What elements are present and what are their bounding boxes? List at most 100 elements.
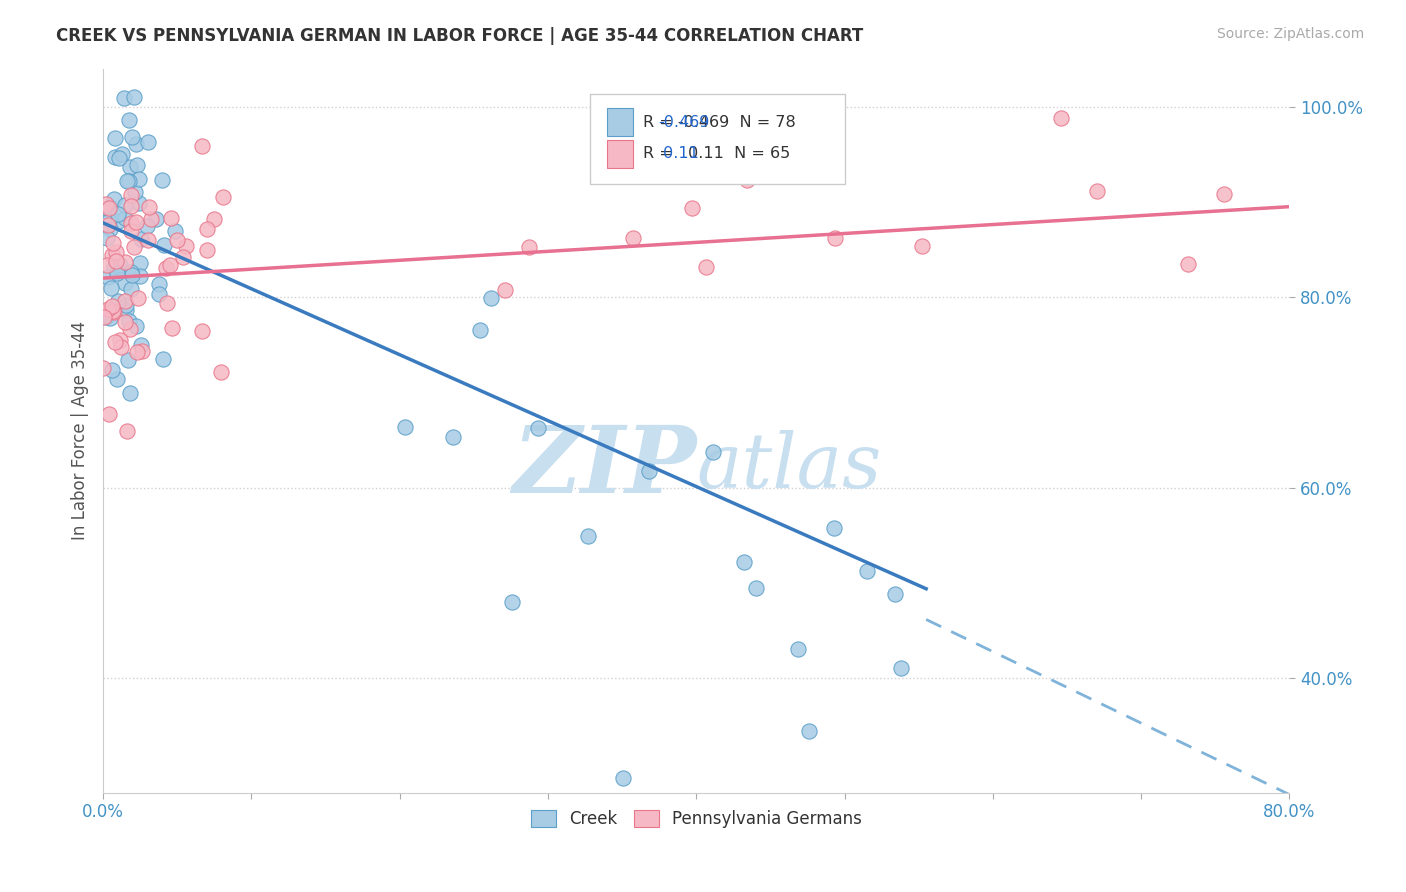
Point (823, 521, 845, 535)
Point (120, 265, 142, 279)
Point (118, 174, 141, 188)
Point (1050, 112, 1073, 126)
Point (115, 302, 138, 317)
Point (797, 723, 820, 738)
Point (501, 595, 523, 609)
Point (114, 315, 136, 329)
Point (156, 296, 179, 310)
Point (101, 304, 124, 318)
Point (883, 587, 905, 601)
Point (1213, 186, 1236, 201)
Point (120, 187, 142, 202)
Point (114, 211, 136, 225)
Point (115, 424, 138, 438)
Point (494, 283, 516, 297)
Point (108, 258, 131, 272)
Point (101, 363, 124, 377)
Point (673, 165, 696, 179)
Point (527, 420, 550, 434)
Point (107, 213, 129, 227)
Point (120, 282, 142, 296)
Point (110, 147, 132, 161)
Point (159, 211, 181, 226)
Point (1085, 184, 1108, 198)
Point (160, 321, 183, 335)
Point (105, 266, 128, 280)
Point (100, 200, 122, 214)
Point (98, 214, 121, 228)
Point (121, 129, 143, 144)
Point (191, 139, 214, 153)
Point (101, 235, 124, 250)
Point (441, 430, 464, 444)
Point (195, 221, 218, 235)
Point (97, 301, 120, 316)
Point (100, 281, 122, 295)
Point (1177, 257, 1199, 271)
Point (125, 215, 148, 229)
Point (105, 254, 128, 268)
Text: 0.11: 0.11 (658, 146, 699, 161)
Text: Source: ZipAtlas.com: Source: ZipAtlas.com (1216, 27, 1364, 41)
Point (152, 352, 174, 367)
Point (127, 291, 149, 305)
Point (110, 340, 132, 354)
Point (120, 224, 142, 238)
Point (114, 198, 136, 212)
FancyBboxPatch shape (607, 140, 634, 168)
Point (114, 255, 136, 269)
Point (159, 258, 181, 272)
Point (103, 305, 125, 319)
Point (128, 269, 150, 284)
Point (121, 268, 143, 282)
Point (209, 366, 232, 380)
Point (103, 260, 125, 274)
Point (101, 248, 124, 262)
Point (172, 250, 194, 264)
Point (166, 233, 188, 247)
Point (125, 318, 148, 333)
Point (138, 200, 160, 214)
Point (120, 199, 142, 213)
Point (148, 286, 170, 301)
Point (104, 335, 127, 350)
Point (120, 386, 142, 401)
Point (479, 291, 502, 305)
Text: R =   0.11  N = 65: R = 0.11 N = 65 (643, 146, 790, 161)
Point (470, 323, 492, 337)
Point (190, 324, 212, 338)
Point (97, 202, 120, 216)
Point (727, 136, 749, 150)
Point (105, 264, 128, 278)
Point (122, 239, 145, 253)
Point (115, 298, 138, 312)
Point (394, 419, 416, 434)
Point (195, 243, 218, 257)
Point (136, 136, 159, 150)
Point (96, 258, 118, 272)
Point (824, 231, 846, 245)
Point (118, 322, 141, 336)
Point (103, 192, 125, 206)
Y-axis label: In Labor Force | Age 35-44: In Labor Force | Age 35-44 (72, 321, 89, 541)
Point (681, 201, 703, 215)
Point (107, 294, 129, 309)
Point (97, 218, 120, 232)
Point (176, 239, 198, 253)
Point (118, 314, 141, 328)
Point (150, 172, 173, 186)
Point (733, 555, 755, 569)
Point (98, 407, 121, 421)
Point (135, 219, 157, 233)
Point (890, 661, 912, 675)
Legend: Creek, Pennsylvania Germans: Creek, Pennsylvania Germans (524, 804, 869, 835)
Point (735, 173, 758, 187)
Point (98, 202, 121, 216)
Point (127, 158, 149, 172)
Point (131, 338, 153, 352)
Point (155, 261, 177, 276)
Point (96, 231, 118, 245)
Point (702, 445, 724, 459)
Text: atlas: atlas (696, 430, 882, 504)
Point (136, 233, 159, 247)
